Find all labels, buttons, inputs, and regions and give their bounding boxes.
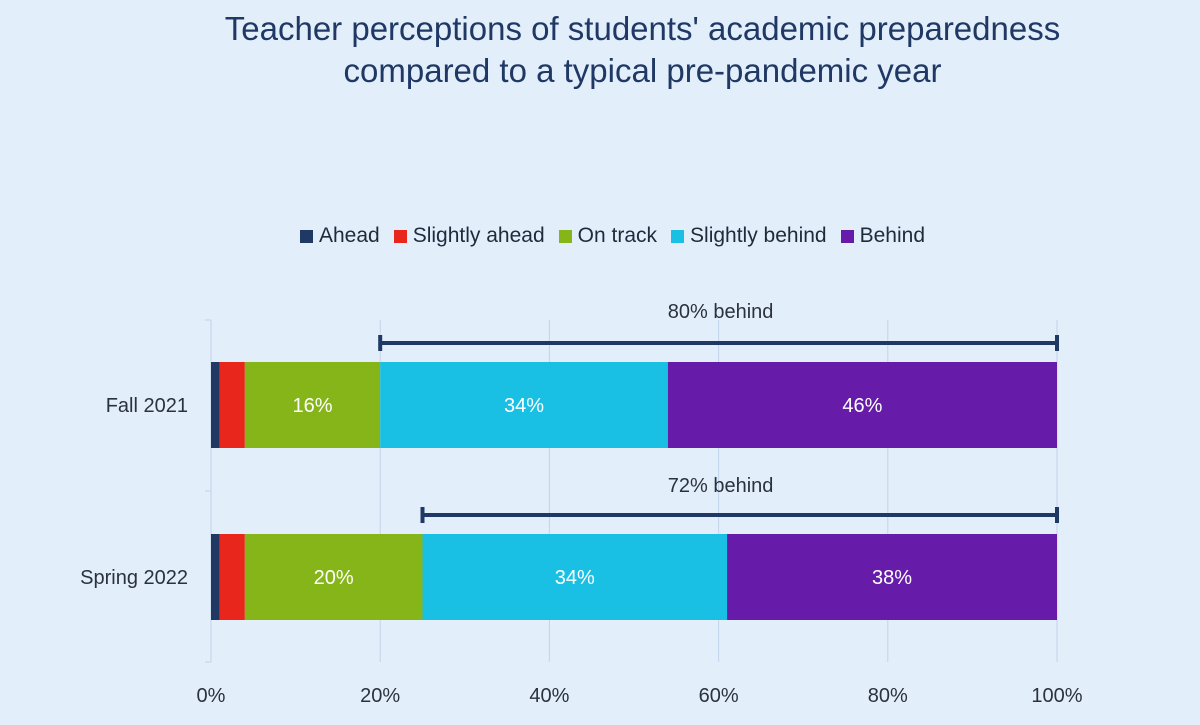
- chart-title-line-2: compared to a typical pre-pandemic year: [343, 52, 942, 89]
- x-tick-label: 80%: [868, 685, 908, 707]
- bar-segment-slightly-behind: [422, 534, 728, 620]
- legend-swatch: [299, 229, 313, 243]
- legend-label: Slightly ahead: [412, 224, 545, 247]
- legend-item-behind: Behind: [840, 224, 925, 248]
- legend-item-ahead: Ahead: [299, 224, 380, 248]
- x-tick-label: 0%: [197, 685, 226, 707]
- bar-segment-on-track: [244, 362, 381, 448]
- bar-segment-behind: [667, 362, 1057, 448]
- data-label: 34%: [555, 567, 595, 589]
- x-tick-label: 40%: [529, 685, 569, 707]
- legend-label: Behind: [859, 224, 925, 247]
- legend-item-slightly-ahead: Slightly ahead: [393, 224, 545, 248]
- x-tick-label: 60%: [699, 685, 739, 707]
- chart-title-line-1: Teacher perceptions of students' academi…: [224, 10, 1061, 47]
- legend-label: On track: [577, 224, 658, 247]
- legend-swatch: [558, 229, 572, 243]
- data-label: 16%: [293, 395, 333, 417]
- bar-segment-slightly-ahead: [219, 362, 245, 448]
- legend-item-on-track: On track: [558, 224, 658, 248]
- data-label: 20%: [314, 567, 354, 589]
- data-label: 46%: [842, 395, 882, 417]
- legend-swatch: [840, 229, 854, 243]
- x-tick-label: 100%: [1031, 685, 1082, 707]
- bar-segment-slightly-ahead: [219, 534, 245, 620]
- bar-segment-ahead: [211, 534, 220, 620]
- bracket-label: 80% behind: [668, 301, 774, 323]
- chart-legend: Ahead Slightly ahead On track Slightly behi…: [0, 224, 1200, 248]
- bracket-label: 72% behind: [668, 475, 774, 497]
- category-label: Spring 2022: [80, 567, 188, 589]
- data-label: 34%: [504, 395, 544, 417]
- bar-segment-behind: [727, 534, 1057, 620]
- legend-swatch: [393, 229, 407, 243]
- data-label: 38%: [872, 567, 912, 589]
- bar-segment-on-track: [244, 534, 423, 620]
- chart-title: Teacher perceptions of students' academi…: [0, 8, 1200, 92]
- legend-label: Ahead: [318, 224, 380, 247]
- legend-label: Slightly behind: [690, 224, 827, 247]
- legend-swatch: [671, 229, 685, 243]
- legend-item-slightly-behind: Slightly behind: [671, 224, 827, 248]
- bar-segment-slightly-behind: [380, 362, 668, 448]
- x-tick-label: 20%: [360, 685, 400, 707]
- category-label: Fall 2021: [106, 395, 188, 417]
- bar-segment-ahead: [211, 362, 220, 448]
